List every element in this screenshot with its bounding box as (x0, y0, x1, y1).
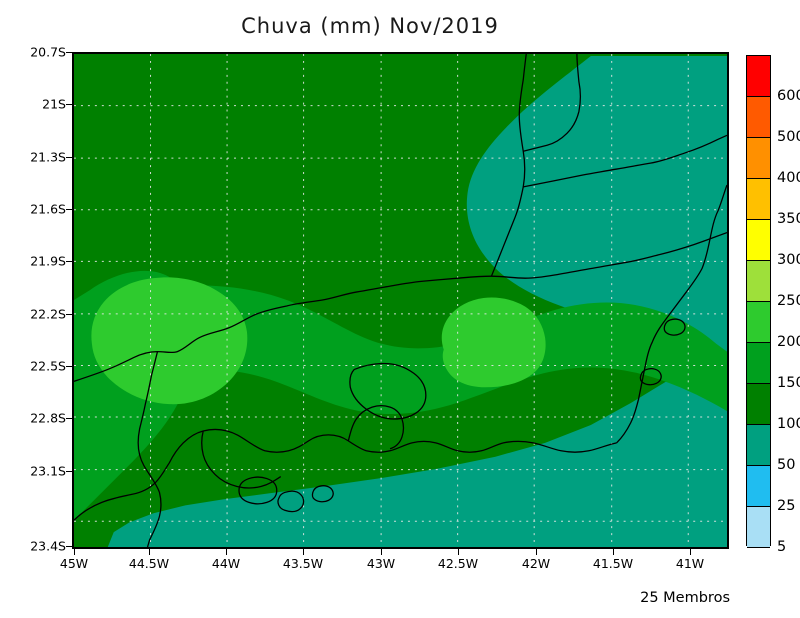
colorbar-label: 400 (777, 170, 800, 186)
y-tick-label: 22.5S (30, 358, 66, 374)
colorbar-swatch-250-300 (747, 260, 770, 301)
colorbar-label: 25 (777, 498, 796, 514)
contour-core-250-300-west (91, 277, 248, 405)
colorbar-swatch-150-200 (747, 342, 770, 383)
x-tick-mark (690, 549, 691, 555)
colorbar-label: 350 (777, 211, 800, 227)
colorbar-label: 300 (777, 252, 800, 268)
x-tick-mark (149, 549, 150, 555)
x-tick-label: 43W (366, 556, 396, 571)
y-tick-label: 22.8S (30, 410, 66, 426)
map-plot-area (72, 52, 729, 549)
y-tick-label: 21.6S (30, 201, 66, 217)
y-tick-label: 20.7S (30, 44, 66, 60)
x-tick-mark (458, 549, 459, 555)
y-tick-label: 23.1S (30, 463, 66, 479)
ensemble-members-label: 25 Membros (640, 590, 730, 606)
y-tick-mark (66, 157, 72, 158)
y-tick-mark (66, 314, 72, 315)
state-boundary-lines (74, 54, 727, 547)
colorbar-swatch-5-25 (747, 506, 770, 547)
y-tick-mark (66, 104, 72, 105)
x-tick-mark (381, 549, 382, 555)
colorbar-swatch-25-50 (747, 465, 770, 506)
colorbar-swatch-500-600 (747, 96, 770, 137)
y-tick-mark (66, 366, 72, 367)
colorbar-swatch-100-150 (747, 383, 770, 424)
y-tick-mark (66, 471, 72, 472)
y-tick-label: 23.4S (30, 538, 66, 554)
y-tick-label: 21.9S (30, 253, 66, 269)
colorbar-swatch-350-400 (747, 178, 770, 219)
colorbar-label: 200 (777, 334, 800, 350)
y-tick-mark (66, 546, 72, 547)
x-tick-label: 44.5W (128, 556, 170, 571)
x-tick-mark (613, 549, 614, 555)
colorbar-label: 50 (777, 457, 796, 473)
colorbar-swatch-200-250 (747, 301, 770, 342)
colorbar-swatch-below-5 (747, 547, 770, 590)
colorbar-swatch-400-500 (747, 137, 770, 178)
page-title: Chuva (mm) Nov/2019 (241, 14, 499, 38)
colorbar-swatch-600plus (747, 56, 770, 96)
y-tick-label: 21S (42, 96, 66, 112)
x-tick-mark (74, 549, 75, 555)
y-tick-label: 21.3S (30, 149, 66, 165)
colorbar-label: 600 (777, 88, 800, 104)
x-tick-label: 42.5W (437, 556, 479, 571)
colorbar-label: 100 (777, 416, 800, 432)
x-tick-label: 43.5W (282, 556, 324, 571)
x-tick-mark (226, 549, 227, 555)
colorbar (746, 55, 771, 590)
x-tick-label: 41W (675, 556, 705, 571)
colorbar-swatch-50-100 (747, 424, 770, 465)
coastline (74, 184, 727, 521)
contour-band-100-150-se-bay (491, 381, 727, 547)
y-tick-mark (66, 418, 72, 419)
contour-core-250-300-east (441, 297, 546, 388)
colorbar-label: 5 (777, 539, 787, 555)
x-tick-label: 42W (521, 556, 551, 571)
x-tick-label: 44W (211, 556, 241, 571)
y-tick-label: 22.2S (30, 306, 66, 322)
y-tick-mark (66, 209, 72, 210)
colorbar-swatch-300-350 (747, 219, 770, 260)
y-tick-mark (66, 52, 72, 53)
x-tick-mark (536, 549, 537, 555)
map-gridlines (74, 54, 727, 547)
colorbar-label: 150 (777, 375, 800, 391)
x-tick-mark (303, 549, 304, 555)
precipitation-contour-map (74, 54, 727, 547)
contour-band-100-150-ne-corner (594, 55, 727, 352)
x-tick-label: 45W (59, 556, 89, 571)
x-tick-label: 41.5W (592, 556, 634, 571)
colorbar-label: 500 (777, 129, 800, 145)
y-tick-mark (66, 261, 72, 262)
colorbar-label: 250 (777, 293, 800, 309)
